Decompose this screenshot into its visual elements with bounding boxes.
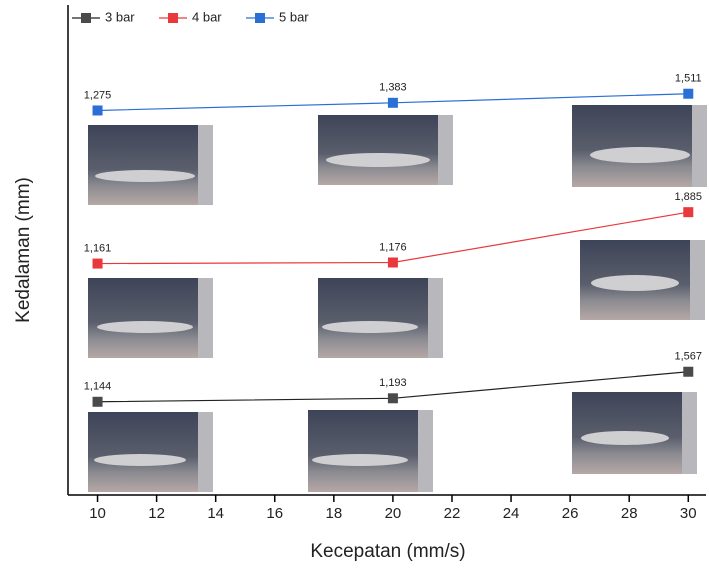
x-tick-label: 24 (503, 505, 520, 522)
point (93, 259, 103, 269)
sample-photo (308, 410, 433, 492)
legend-label: 5 bar (279, 9, 309, 24)
x-tick-label: 18 (325, 505, 342, 522)
legend-marker (168, 13, 178, 23)
value-label: 1,176 (379, 241, 407, 253)
point (93, 105, 103, 115)
chart: Kecepatan (mm/s) Kedalaman (mm) 10 12 14 16… (0, 0, 709, 571)
sample-photo (88, 278, 213, 358)
sample-photo (318, 115, 453, 185)
x-tick-label: 12 (148, 505, 165, 522)
legend-label: 3 bar (105, 9, 135, 24)
point (683, 367, 693, 377)
sample-photo (318, 278, 443, 358)
point (388, 98, 398, 108)
value-label: 1,275 (84, 89, 112, 101)
legend-marker (255, 13, 265, 23)
value-label: 1,383 (379, 82, 407, 94)
point (93, 397, 103, 407)
value-label: 1,144 (84, 381, 112, 393)
value-label: 1,193 (379, 377, 407, 389)
x-tick-label: 20 (385, 505, 402, 522)
y-axis-title: Kedalaman (mm) (13, 177, 34, 323)
sample-photo (572, 392, 697, 474)
sample-photo (88, 412, 213, 492)
legend-marker (81, 13, 91, 23)
x-tick-label: 30 (680, 505, 697, 522)
legend-label: 4 bar (192, 9, 222, 24)
value-label: 1,567 (675, 351, 703, 363)
sample-photo (580, 240, 705, 320)
point (388, 258, 398, 268)
value-label: 1,885 (675, 191, 703, 203)
point (388, 393, 398, 403)
value-label: 1,161 (84, 242, 112, 254)
page: Kecepatan (mm/s) Kedalaman (mm) 10 12 14 16… (0, 0, 709, 571)
point (683, 207, 693, 217)
x-tick-label: 16 (266, 505, 283, 522)
x-tick-label: 22 (444, 505, 461, 522)
point (683, 89, 693, 99)
x-tick-label: 26 (562, 505, 579, 522)
x-tick-label: 28 (621, 505, 638, 522)
x-axis-title: Kecepatan (mm/s) (310, 541, 465, 562)
x-tick-label: 14 (207, 505, 224, 522)
x-tick-label: 10 (89, 505, 106, 522)
sample-photos (88, 105, 707, 492)
sample-photo (572, 105, 707, 187)
value-label: 1,511 (675, 73, 702, 85)
sample-photo (88, 125, 213, 205)
